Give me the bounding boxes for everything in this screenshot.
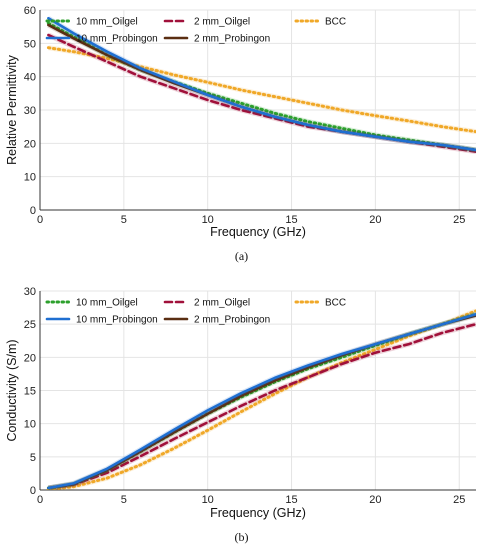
x-tick-label: 20 [369, 214, 381, 226]
y-tick-label: 20 [24, 138, 36, 150]
legend-label-bcc: BCC [325, 17, 346, 28]
chart-panel-b: 0 5 10 15 20 25 0 5 10 15 20 25 30 Frequency (GHz) Con… [5, 286, 476, 544]
legend-label-oilgel-2mm: 2 mm_Oilgel [194, 17, 250, 28]
series-line-oilgel-2mm [47, 33, 476, 153]
legend-label-bcc: BCC [325, 298, 346, 309]
x-tick-label: 5 [121, 214, 127, 226]
y-tick-label: 40 [24, 72, 36, 84]
y-tick-label: 60 [24, 5, 36, 17]
x-tick-label: 0 [37, 214, 43, 226]
chart-panel-a: 0 5 10 15 20 25 0 10 20 30 40 50 60 Frequency (GHz) Re… [5, 5, 476, 263]
y-tick-label: 5 [30, 452, 36, 464]
y-tick-label: 0 [30, 485, 36, 497]
legend-label-probingon-2mm: 2 mm_Probingon [194, 34, 270, 45]
y-tick-label: 10 [24, 419, 36, 431]
y-axis-label: Conductivity (S/m) [5, 339, 19, 441]
y-tick-label: 30 [24, 286, 36, 298]
series-line-probingon-10mm [47, 16, 476, 152]
y-tick-label: 20 [24, 352, 36, 364]
series-line-bcc [46, 309, 476, 490]
x-tick-label: 10 [202, 214, 214, 226]
y-tick-label: 50 [24, 38, 36, 50]
x-axis-label: Frequency (GHz) [210, 225, 306, 239]
x-tick-label: 25 [453, 214, 465, 226]
x-tick-label: 10 [202, 494, 214, 506]
x-tick-label: 15 [285, 494, 297, 506]
x-tick-label: 0 [37, 494, 43, 506]
x-tick-label: 25 [453, 494, 465, 506]
x-tick-label: 5 [121, 494, 127, 506]
panel-caption: (b) [235, 530, 249, 544]
panel-caption: (a) [235, 249, 248, 263]
y-tick-label: 15 [24, 386, 36, 398]
y-tick-label: 0 [30, 205, 36, 217]
x-tick-label: 15 [285, 214, 297, 226]
legend-label-probingon-2mm: 2 mm_Probingon [194, 315, 270, 326]
legend-label-probingon-10mm: 10 mm_Probingon [76, 315, 158, 326]
y-tick-label: 25 [24, 319, 36, 331]
series-lines [46, 308, 476, 490]
y-axis-label: Relative Permittivity [5, 54, 19, 164]
legend: 10 mm_Oilgel 10 mm_Probingon 2 mm_Oilgel 2 … [45, 17, 346, 45]
x-tick-label: 20 [369, 494, 381, 506]
series-line-oilgel-2mm [47, 322, 476, 490]
series-line-probingon-10mm [47, 312, 476, 490]
legend-label-oilgel-10mm: 10 mm_Oilgel [76, 298, 138, 309]
legend: 10 mm_Oilgel 10 mm_Probingon 2 mm_Oilgel 2 … [45, 298, 346, 326]
x-axis-label: Frequency (GHz) [210, 506, 306, 520]
y-tick-label: 10 [24, 172, 36, 184]
legend-label-oilgel-10mm: 10 mm_Oilgel [76, 17, 138, 28]
series-lines [46, 16, 476, 155]
legend-label-probingon-10mm: 10 mm_Probingon [76, 34, 158, 45]
series-line-bcc [46, 46, 476, 134]
y-tick-label: 30 [24, 105, 36, 117]
legend-label-oilgel-2mm: 2 mm_Oilgel [194, 298, 250, 309]
